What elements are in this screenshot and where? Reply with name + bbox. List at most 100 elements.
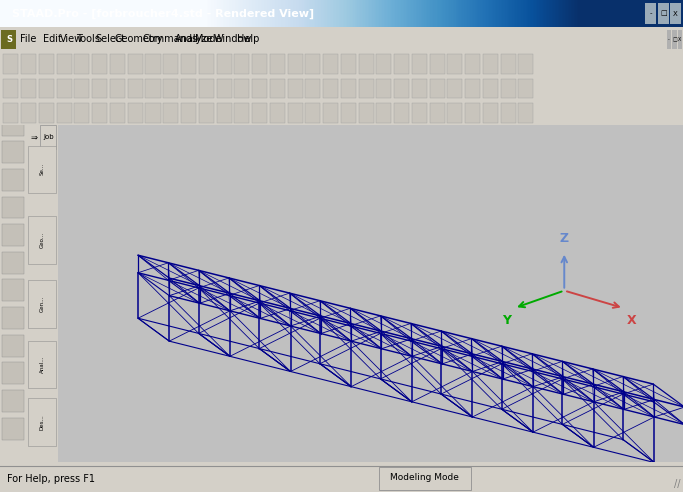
Bar [145,103,161,123]
Bar [501,103,516,123]
Bar [21,54,36,74]
Bar [465,79,480,98]
Bar [376,54,391,74]
Text: Y: Y [502,314,512,327]
Text: Se...: Se... [40,163,44,175]
Bar [39,54,54,74]
Text: View: View [60,34,83,44]
Bar [376,103,391,123]
Text: Modeling Mode: Modeling Mode [391,473,459,482]
Bar [40,125,57,149]
Text: Mode: Mode [195,34,221,44]
Bar [501,79,516,98]
Text: □: □ [672,37,677,42]
Text: Z: Z [559,232,569,245]
Text: For Help, press F1: For Help, press F1 [7,474,95,484]
Text: -: - [650,10,652,17]
Bar [21,103,36,123]
Bar [394,79,409,98]
Bar [359,79,374,98]
Bar [678,30,682,49]
Bar [359,103,374,123]
Bar [2,114,24,136]
Bar [667,30,671,49]
Bar [199,54,214,74]
Bar [92,54,107,74]
Bar [270,54,285,74]
Bar [323,79,338,98]
Bar [199,103,214,123]
Bar [74,54,89,74]
Bar [252,103,267,123]
Bar [341,54,356,74]
Bar [2,335,24,357]
Bar [27,146,57,193]
Bar [3,54,18,74]
Bar [163,79,178,98]
Text: Select: Select [96,34,126,44]
Bar [57,103,72,123]
Bar [430,79,445,98]
Bar [341,103,356,123]
Bar [234,54,249,74]
Text: □: □ [660,10,667,17]
Bar [39,79,54,98]
Bar [145,54,161,74]
Bar [128,54,143,74]
Bar [270,79,285,98]
Bar [288,54,303,74]
Bar [447,103,462,123]
Bar [181,79,196,98]
Text: Commands: Commands [142,34,197,44]
Bar [252,54,267,74]
Bar [2,141,24,163]
Bar [2,169,24,191]
Bar [110,54,125,74]
Bar [323,103,338,123]
Bar [501,54,516,74]
Text: -: - [668,37,670,42]
Text: Gen...: Gen... [40,296,44,312]
Bar [518,103,533,123]
Bar [2,307,24,329]
Text: Window: Window [214,34,252,44]
Bar [163,54,178,74]
Bar [394,103,409,123]
Bar [465,103,480,123]
Text: Analyze: Analyze [175,34,213,44]
Text: S: S [6,35,12,44]
Bar [305,79,320,98]
Bar [27,341,57,388]
Bar [1,30,16,49]
Bar [305,54,320,74]
Bar [483,103,498,123]
Bar [145,79,161,98]
Text: Geometry: Geometry [115,34,163,44]
Bar [412,54,427,74]
Bar [2,390,24,412]
Bar [74,79,89,98]
Bar [341,79,356,98]
Text: Geo...: Geo... [40,232,44,248]
Text: STAAD.Pro - [forbroucher4.std - Rendered View]: STAAD.Pro - [forbroucher4.std - Rendered… [12,8,314,19]
Bar [74,103,89,123]
Bar [658,2,669,24]
Text: Tools: Tools [76,34,100,44]
Bar [288,103,303,123]
Bar [234,103,249,123]
Bar [483,54,498,74]
Bar [376,79,391,98]
Bar [394,54,409,74]
Bar [3,103,18,123]
Bar [110,103,125,123]
Bar [234,79,249,98]
Text: File: File [20,34,37,44]
Text: Anal...: Anal... [40,356,44,373]
Bar [672,30,677,49]
Bar [2,224,24,246]
Bar [110,79,125,98]
Bar [217,79,232,98]
Bar [447,54,462,74]
Bar [92,103,107,123]
Bar [430,54,445,74]
